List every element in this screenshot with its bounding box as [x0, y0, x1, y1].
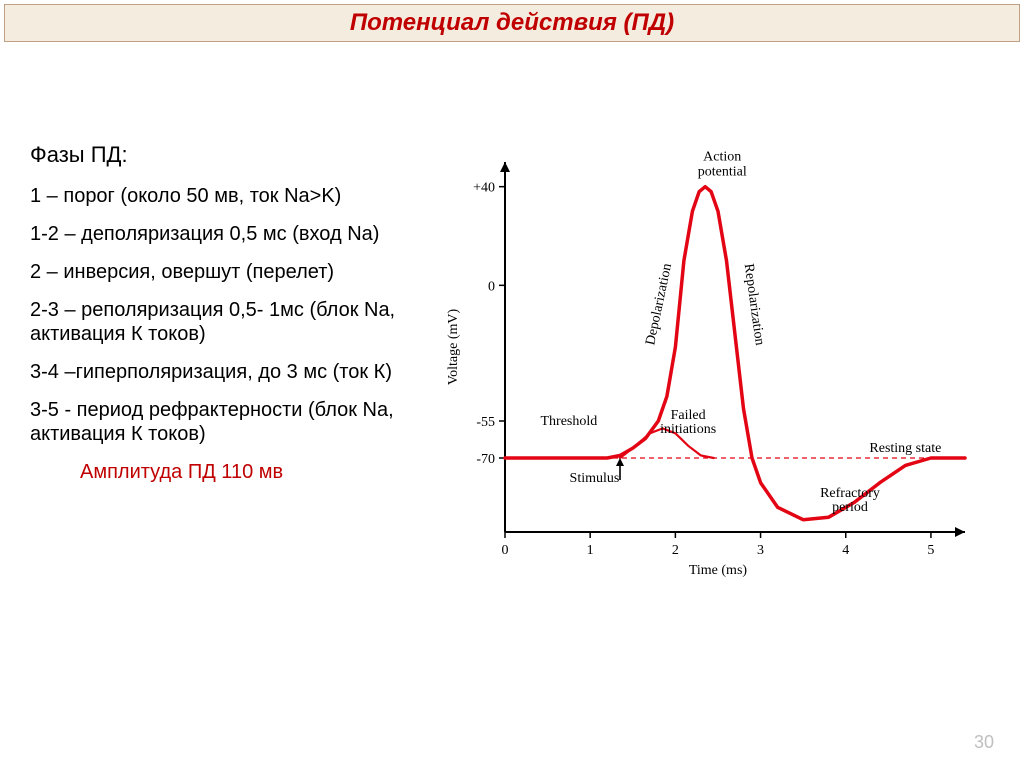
title-bar: Потенциал действия (ПД): [4, 4, 1020, 42]
phase-item: 2-3 – реполяризация 0,5- 1мс (блок Na, а…: [30, 298, 430, 346]
svg-text:potential: potential: [698, 165, 747, 180]
svg-text:0: 0: [502, 543, 509, 558]
svg-text:initiations: initiations: [660, 422, 716, 437]
svg-text:Threshold: Threshold: [541, 414, 598, 429]
content-area: Фазы ПД: 1 – порог (около 50 мв, ток Na>…: [0, 42, 1024, 592]
phase-item: 3-4 –гиперполяризация, до 3 мс (ток К): [30, 360, 430, 384]
svg-text:Voltage (mV): Voltage (mV): [446, 308, 461, 385]
phase-item: 1 – порог (около 50 мв, ток Na>K): [30, 184, 430, 208]
svg-text:period: period: [832, 500, 868, 515]
svg-text:1: 1: [587, 543, 594, 558]
svg-text:Stimulus: Stimulus: [570, 471, 620, 486]
svg-text:-55: -55: [476, 415, 495, 430]
page-title: Потенциал действия (ПД): [350, 9, 674, 36]
svg-text:Action: Action: [703, 150, 741, 165]
chart-svg: +40 0 -55 -70 0 1 2 3 4 5 Time (ms) Voltage (mV) Act…: [430, 142, 990, 592]
svg-text:5: 5: [927, 543, 934, 558]
action-potential-chart: +40 0 -55 -70 0 1 2 3 4 5 Time (ms) Voltage (mV) Act…: [430, 142, 990, 592]
phases-column: Фазы ПД: 1 – порог (около 50 мв, ток Na>…: [30, 142, 430, 592]
svg-text:4: 4: [842, 543, 849, 558]
phase-item: 1-2 – деполяризация 0,5 мс (вход Na): [30, 222, 430, 246]
svg-text:Repolarization: Repolarization: [741, 263, 767, 347]
phase-item: 2 – инверсия, овершут (перелет): [30, 260, 430, 284]
svg-text:3: 3: [757, 543, 764, 558]
svg-text:Refractory: Refractory: [820, 486, 880, 501]
svg-text:-70: -70: [476, 452, 495, 467]
svg-text:Depolarization: Depolarization: [643, 262, 675, 346]
svg-text:0: 0: [488, 279, 495, 294]
amplitude-text: Амплитуда ПД 110 мв: [80, 460, 430, 484]
svg-text:2: 2: [672, 543, 679, 558]
svg-text:+40: +40: [473, 181, 495, 196]
chart-column: +40 0 -55 -70 0 1 2 3 4 5 Time (ms) Voltage (mV) Act…: [430, 142, 1004, 592]
svg-text:Failed: Failed: [671, 408, 706, 423]
svg-text:Time (ms): Time (ms): [689, 563, 748, 578]
phase-item: 3-5 - период рефрактерности (блок Na, ак…: [30, 398, 430, 446]
phases-heading: Фазы ПД:: [30, 142, 430, 168]
svg-text:Resting state: Resting state: [869, 441, 941, 456]
slide-number: 30: [974, 732, 994, 753]
